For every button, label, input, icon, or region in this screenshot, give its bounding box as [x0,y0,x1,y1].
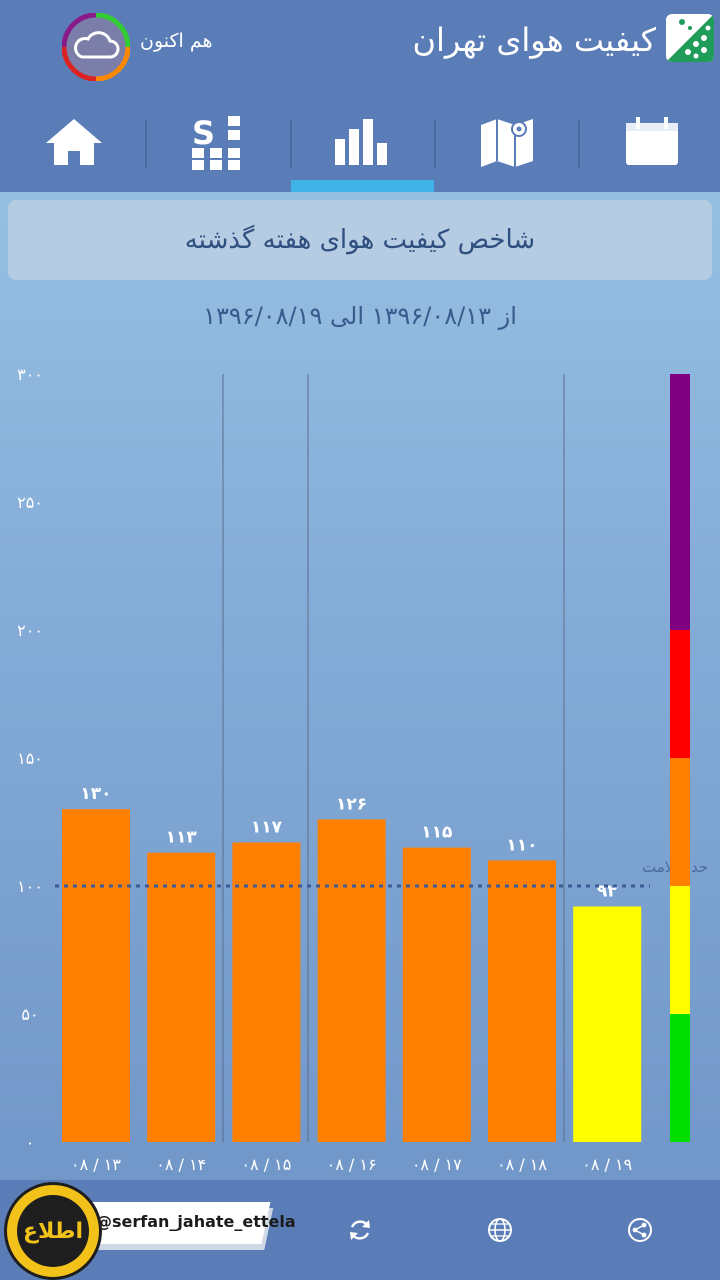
x-tick-label: ۰۸ / ۱۳ [71,1155,121,1174]
section-title: شاخص کیفیت هوای هفته گذشته [184,225,536,255]
calendar-icon [626,117,678,165]
map-pin-icon [481,119,533,167]
bar-value-label: ۱۳۰ [80,784,111,804]
now-label[interactable]: هم اکنون [140,30,213,52]
aqi-scale-band [670,886,690,1014]
y-tick-label: ۱۵۰ [17,749,43,768]
tab-bar: S [0,92,720,192]
app-logo-icon [666,14,714,62]
bar-value-label: ۹۲ [597,881,618,901]
tab-map[interactable] [435,92,579,192]
home-icon [46,119,102,165]
active-tab-indicator [291,180,434,192]
watermark-logo: اطلاع [4,1182,102,1280]
date-range: از ۱۳۹۶/۰۸/۱۳ الی ۱۳۹۶/۰۸/۱۹ [203,302,517,330]
aqi-bar-chart: ۰ ۵۰ ۱۰۰ ۱۵۰ ۲۰۰ ۲۵۰ ۳۰۰ ۱۳۰ ۰۸ / ۱۳ ۱۱۳ ۰۸ / ۱۴ ۱۱… [17,365,709,1174]
bar-value-label: ۱۱۰ [506,835,537,855]
y-tick-label: ۵۰ [21,1005,38,1024]
bar-value-label: ۱۱۵ [421,823,452,843]
x-tick-label: ۰۸ / ۱۹ [582,1155,632,1174]
current-aqi-widget[interactable] [61,12,131,82]
stations-grid-icon: S [192,114,240,170]
bar [488,860,556,1142]
website-button[interactable] [480,1210,520,1250]
tab-chart[interactable] [290,92,434,192]
y-tick-label: ۲۰۰ [17,621,43,640]
bar [402,847,471,1142]
bar [573,906,642,1142]
y-tick-label: ۲۵۰ [17,493,43,512]
section-title-card: شاخص کیفیت هوای هفته گذشته [8,200,712,280]
y-tick-label: ۳۰۰ [17,365,43,384]
bar-value-label: ۱۱۳ [166,828,198,848]
cloud-icon [74,31,120,59]
tab-stations[interactable]: S [146,92,290,192]
aqi-scale-band [670,630,690,758]
app-title: کیفیت هوای تهران [412,21,656,59]
x-tick-label: ۰۸ / ۱۶ [327,1155,377,1174]
x-tick-label: ۰۸ / ۱۸ [497,1155,547,1174]
tab-home[interactable] [2,92,146,192]
share-icon [628,1218,652,1242]
app-header: کیفیت هوای تهران هم اکنون [0,0,720,92]
globe-icon [488,1218,512,1242]
y-tick-label: ۰ [26,1133,35,1152]
bar [317,819,386,1142]
bar [147,852,216,1142]
bar-value-label: ۱۱۷ [251,817,283,837]
aqi-scale-band [670,758,690,886]
refresh-button[interactable] [340,1210,380,1250]
bar-value-label: ۱۲۶ [336,794,367,814]
watermark-text: @serfan_jahate_ettela [96,1212,296,1231]
aqi-scale-band [670,1014,690,1142]
x-tick-label: ۰۸ / ۱۵ [241,1155,291,1174]
refresh-icon [350,1220,370,1240]
watermark-logo-text: اطلاع [17,1195,89,1267]
share-button[interactable] [620,1210,660,1250]
x-tick-label: ۰۸ / ۱۷ [412,1155,462,1174]
x-tick-label: ۰۸ / ۱۴ [156,1155,206,1174]
bar [62,809,130,1142]
y-tick-label: ۱۰۰ [17,877,43,896]
bar [232,842,301,1142]
svg-text:S: S [192,114,215,152]
bar-chart-icon [335,119,387,165]
tab-calendar[interactable] [580,92,720,192]
aqi-scale-band [670,374,690,630]
